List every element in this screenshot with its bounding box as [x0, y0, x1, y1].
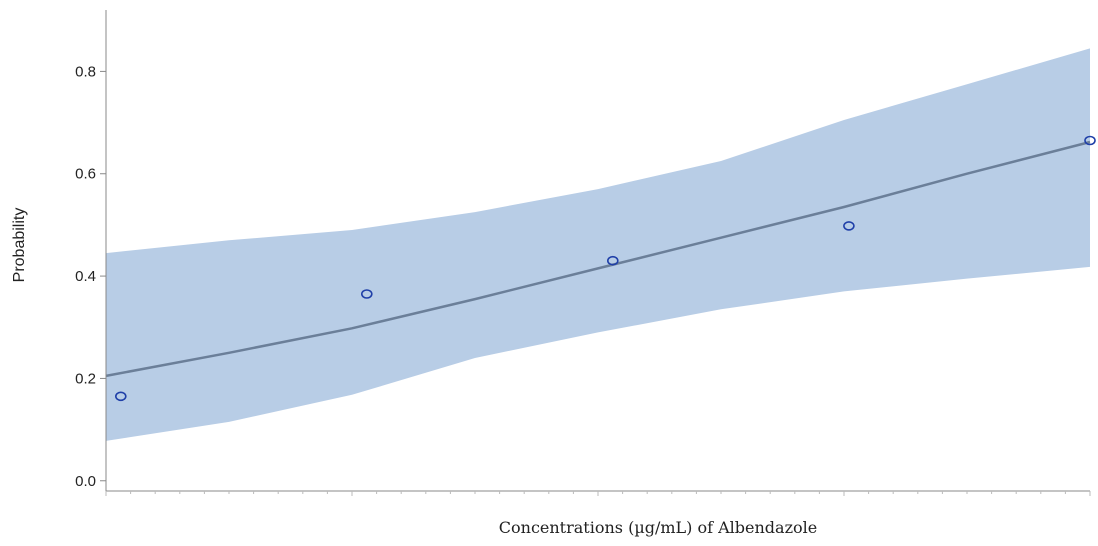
observed-point: [360, 289, 373, 299]
x-axis-title: Concentrations (µg/mL) of Albendazole: [499, 518, 817, 537]
y-tick-label: 0.4: [75, 268, 96, 285]
plot-area: [105, 48, 1096, 441]
y-axis-title: Probability: [11, 208, 28, 283]
observed-point: [115, 391, 127, 402]
observed-point: [1084, 135, 1096, 146]
fitted-line: [105, 140, 1091, 378]
observed-point: [843, 221, 855, 231]
y-ticks: 0.0 0.2 0.4 0.6 0.8: [75, 63, 106, 490]
observed-point: [606, 255, 619, 266]
y-axis: 0.0 0.2 0.4 0.6 0.8: [75, 10, 107, 491]
confidence-band: [106, 48, 1090, 441]
x-ticks: [105, 491, 1091, 496]
y-tick-label: 0.2: [75, 370, 96, 387]
y-tick-label: 0.6: [75, 166, 96, 183]
y-tick-label: 0.8: [75, 63, 96, 80]
observed-points: [115, 135, 1096, 402]
x-axis: [105, 490, 1091, 496]
y-tick-label: 0.0: [75, 473, 96, 490]
